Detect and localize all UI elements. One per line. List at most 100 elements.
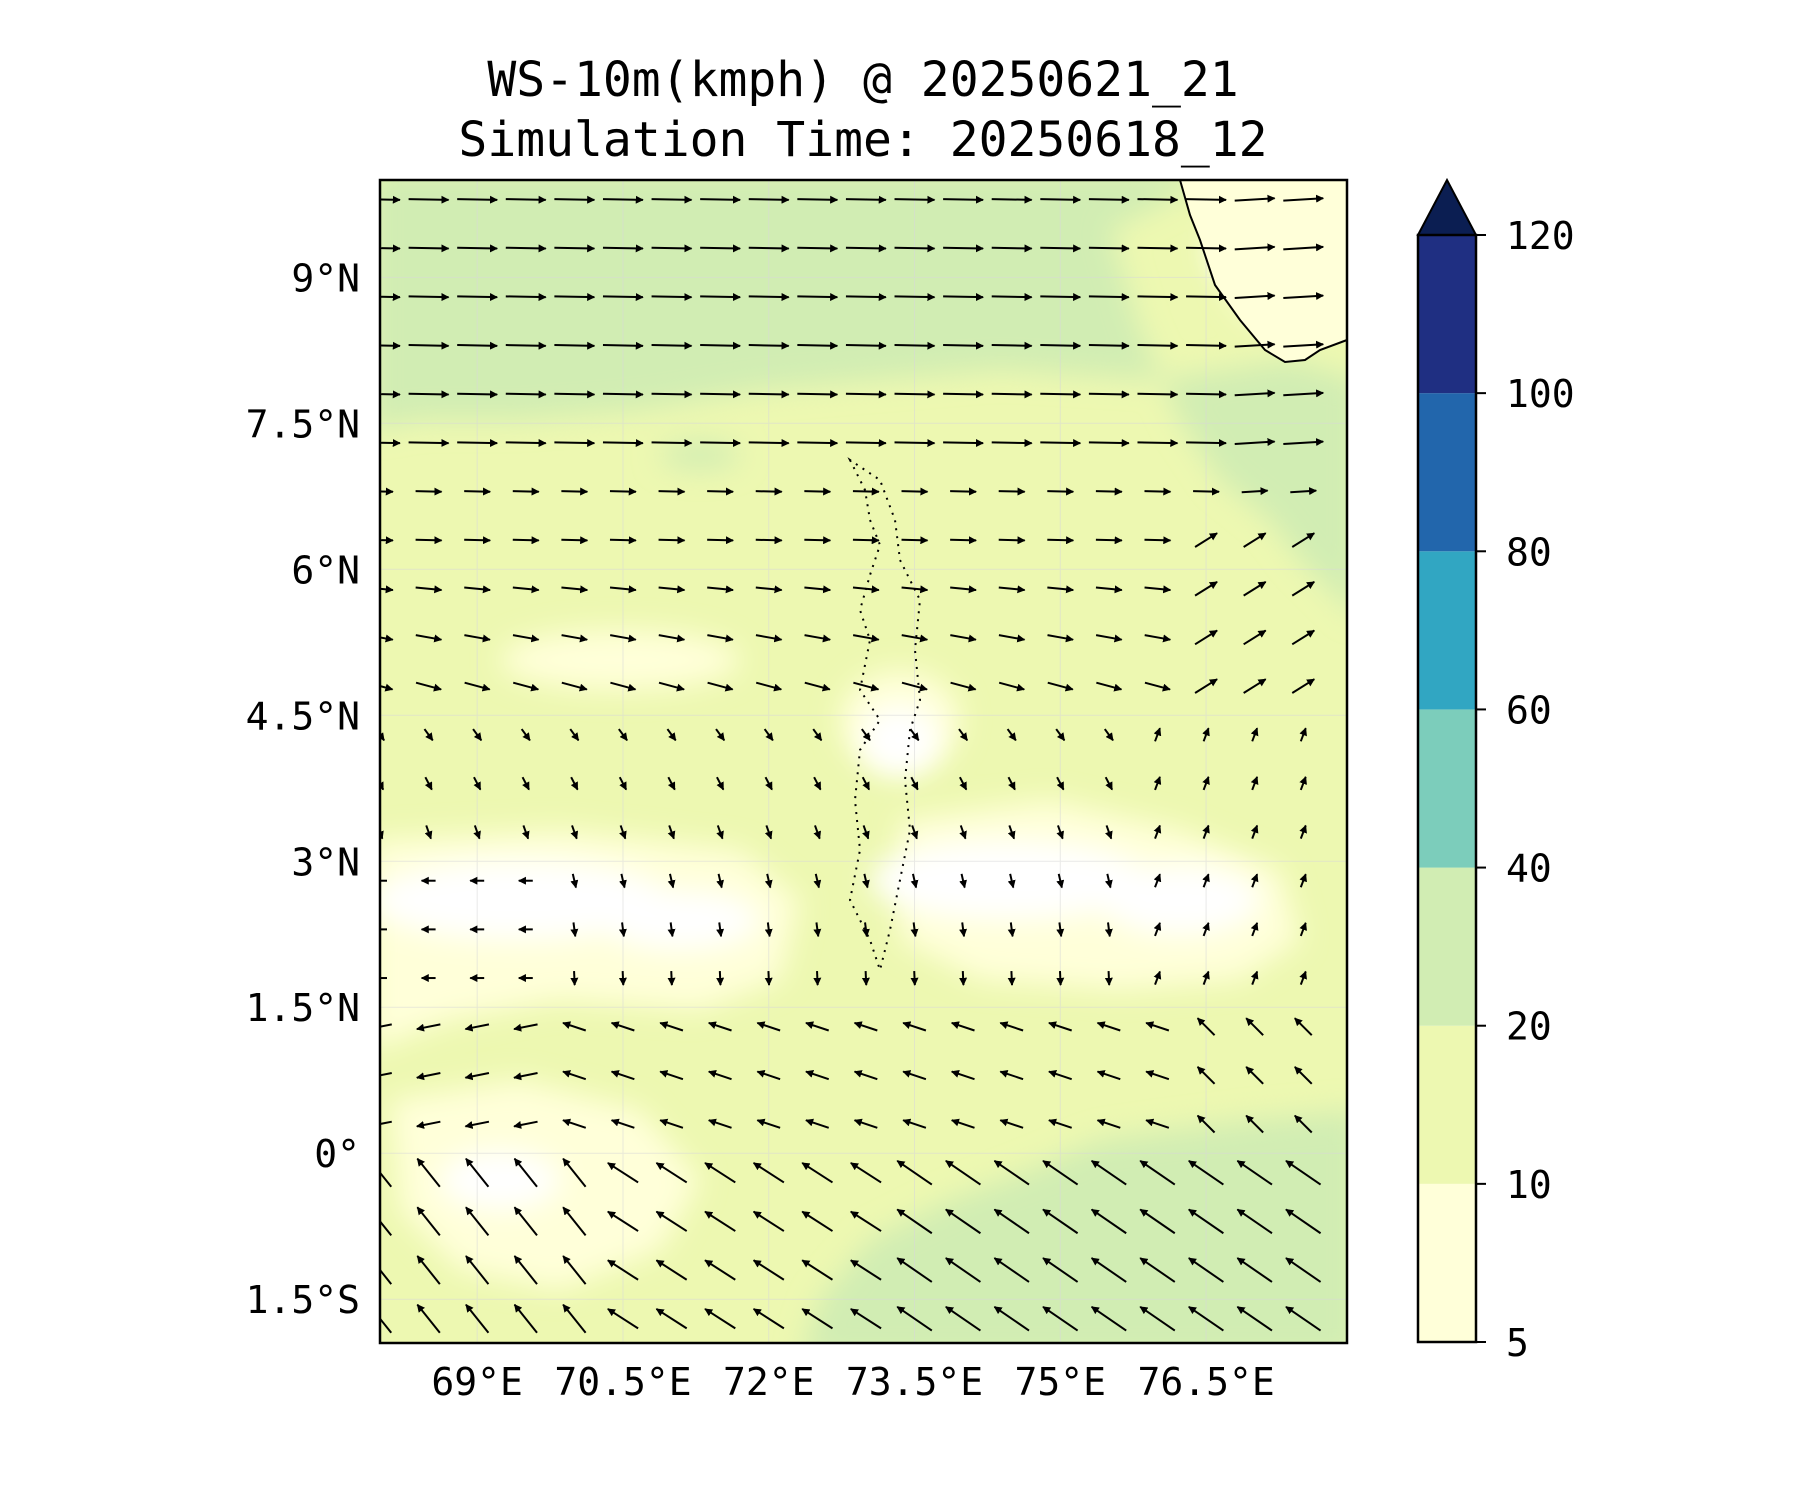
wind-arrow bbox=[950, 681, 977, 692]
wind-arrow bbox=[1241, 487, 1269, 496]
wind-arrow bbox=[1139, 1257, 1176, 1283]
wind-arrow bbox=[853, 1118, 878, 1129]
wind-arrow bbox=[715, 728, 726, 742]
wind-arrow bbox=[416, 1255, 441, 1285]
wind-arrow bbox=[1299, 970, 1307, 985]
wind-arrow bbox=[1048, 1070, 1073, 1081]
wind-arrow bbox=[999, 1118, 1024, 1129]
y-tick-label: 6°N bbox=[291, 548, 360, 592]
wind-arrow bbox=[943, 390, 984, 399]
wind-arrow bbox=[659, 1118, 684, 1129]
wind-arrow bbox=[380, 1023, 392, 1028]
wind-arrow bbox=[1096, 1070, 1121, 1081]
wind-arrow bbox=[602, 341, 644, 350]
wind-arrow bbox=[1139, 1208, 1176, 1235]
wind-arrow bbox=[993, 1257, 1030, 1283]
wind-arrow bbox=[896, 1257, 933, 1283]
wind-arrow bbox=[602, 439, 644, 448]
wind-arrow bbox=[408, 439, 450, 448]
wind-arrow bbox=[1299, 873, 1307, 888]
wind-arrow bbox=[813, 922, 822, 938]
x-tick-label: 72°E bbox=[723, 1360, 815, 1404]
wind-arrow bbox=[1250, 824, 1259, 839]
wind-arrow bbox=[1236, 1257, 1273, 1283]
wind-arrow bbox=[473, 776, 482, 791]
wind-arrow bbox=[1283, 438, 1325, 446]
wind-arrow bbox=[991, 244, 1033, 253]
wind-arrow bbox=[1188, 1257, 1224, 1283]
wind-arrow bbox=[852, 536, 880, 545]
wind-arrow bbox=[1007, 873, 1016, 889]
wind-arrow bbox=[380, 487, 394, 496]
wind-arrow bbox=[1137, 439, 1179, 448]
wind-arrow bbox=[991, 439, 1033, 448]
wind-arrow bbox=[945, 1305, 981, 1332]
wind-arrow bbox=[505, 390, 547, 399]
wind-arrow bbox=[659, 1021, 684, 1032]
wind-arrow bbox=[716, 873, 725, 889]
wind-arrow bbox=[764, 873, 773, 889]
wind-arrow bbox=[704, 1308, 736, 1330]
wind-arrow bbox=[950, 1118, 975, 1129]
wind-arrow bbox=[512, 634, 540, 643]
wind-arrow bbox=[512, 585, 540, 594]
wind-arrow bbox=[894, 439, 936, 448]
wind-arrow bbox=[424, 825, 433, 840]
wind-arrow bbox=[845, 341, 887, 350]
wind-arrow bbox=[1096, 1021, 1121, 1032]
colorbar-extend-arrow bbox=[1416, 177, 1478, 236]
wind-arrow bbox=[853, 681, 880, 692]
wind-arrow bbox=[380, 732, 385, 742]
wind-arrow bbox=[1145, 1021, 1170, 1032]
wind-arrow bbox=[1095, 585, 1123, 594]
wind-arrow bbox=[707, 585, 734, 594]
wind-arrow bbox=[1243, 678, 1267, 694]
colorbar-segment bbox=[1418, 551, 1476, 710]
wind-arrow bbox=[457, 244, 498, 253]
wind-arrow bbox=[755, 681, 783, 692]
wind-arrow bbox=[1291, 678, 1315, 694]
wind-arrow bbox=[1186, 390, 1227, 399]
colorbar-tick-label: 100 bbox=[1506, 372, 1575, 416]
x-tick-label: 76.5°E bbox=[1137, 1360, 1274, 1404]
wind-arrow bbox=[610, 681, 637, 692]
wind-arrow bbox=[797, 244, 839, 253]
wind-arrow bbox=[457, 341, 498, 350]
wind-arrow bbox=[999, 1070, 1024, 1081]
wind-arrow bbox=[716, 825, 724, 840]
wind-arrow bbox=[1144, 487, 1172, 496]
wind-arrow bbox=[1202, 873, 1210, 888]
wind-arrow bbox=[700, 341, 741, 350]
wind-arrow bbox=[945, 1257, 981, 1283]
wind-arrow bbox=[1186, 244, 1227, 253]
wind-arrow bbox=[465, 1255, 490, 1285]
wind-arrow bbox=[618, 971, 627, 986]
wind-arrow bbox=[801, 1162, 834, 1184]
wind-arrow bbox=[512, 681, 540, 692]
wind-arrow bbox=[1088, 195, 1130, 204]
wind-arrow bbox=[408, 195, 450, 204]
wind-arrow bbox=[748, 195, 790, 204]
wind-arrow bbox=[1137, 195, 1179, 204]
wind-arrow bbox=[708, 1070, 732, 1081]
wind-arrow bbox=[651, 195, 693, 204]
wind-arrow bbox=[716, 922, 725, 938]
wind-arrow bbox=[763, 728, 774, 742]
wind-arrow bbox=[704, 1259, 736, 1281]
wind-arrow bbox=[465, 1303, 490, 1334]
wind-arrow bbox=[1234, 243, 1276, 252]
colorbar-tick-label: 80 bbox=[1506, 530, 1552, 574]
wind-arrow bbox=[651, 244, 693, 253]
wind-arrow bbox=[1139, 1305, 1176, 1332]
colorbar-tick-label: 40 bbox=[1506, 847, 1552, 891]
wind-arrow bbox=[910, 873, 919, 889]
y-tick-label: 0° bbox=[314, 1132, 360, 1176]
wind-arrow bbox=[380, 439, 401, 448]
colorbar-tick-label: 60 bbox=[1506, 688, 1552, 732]
wind-arrow bbox=[1088, 293, 1130, 302]
wind-arrow bbox=[804, 536, 832, 545]
wind-arrow bbox=[464, 634, 491, 643]
wind-arrow bbox=[561, 536, 589, 545]
wind-arrow bbox=[1007, 776, 1016, 791]
wind-arrow bbox=[1105, 825, 1113, 840]
